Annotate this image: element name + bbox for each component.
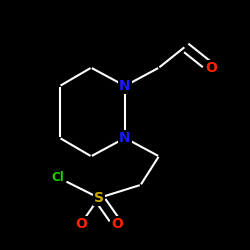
Text: N: N <box>119 131 131 145</box>
Text: N: N <box>119 79 131 93</box>
Text: Cl: Cl <box>51 170 64 183</box>
Text: O: O <box>205 61 217 75</box>
Text: O: O <box>75 217 87 231</box>
Text: S: S <box>94 191 104 205</box>
Text: O: O <box>111 217 123 231</box>
